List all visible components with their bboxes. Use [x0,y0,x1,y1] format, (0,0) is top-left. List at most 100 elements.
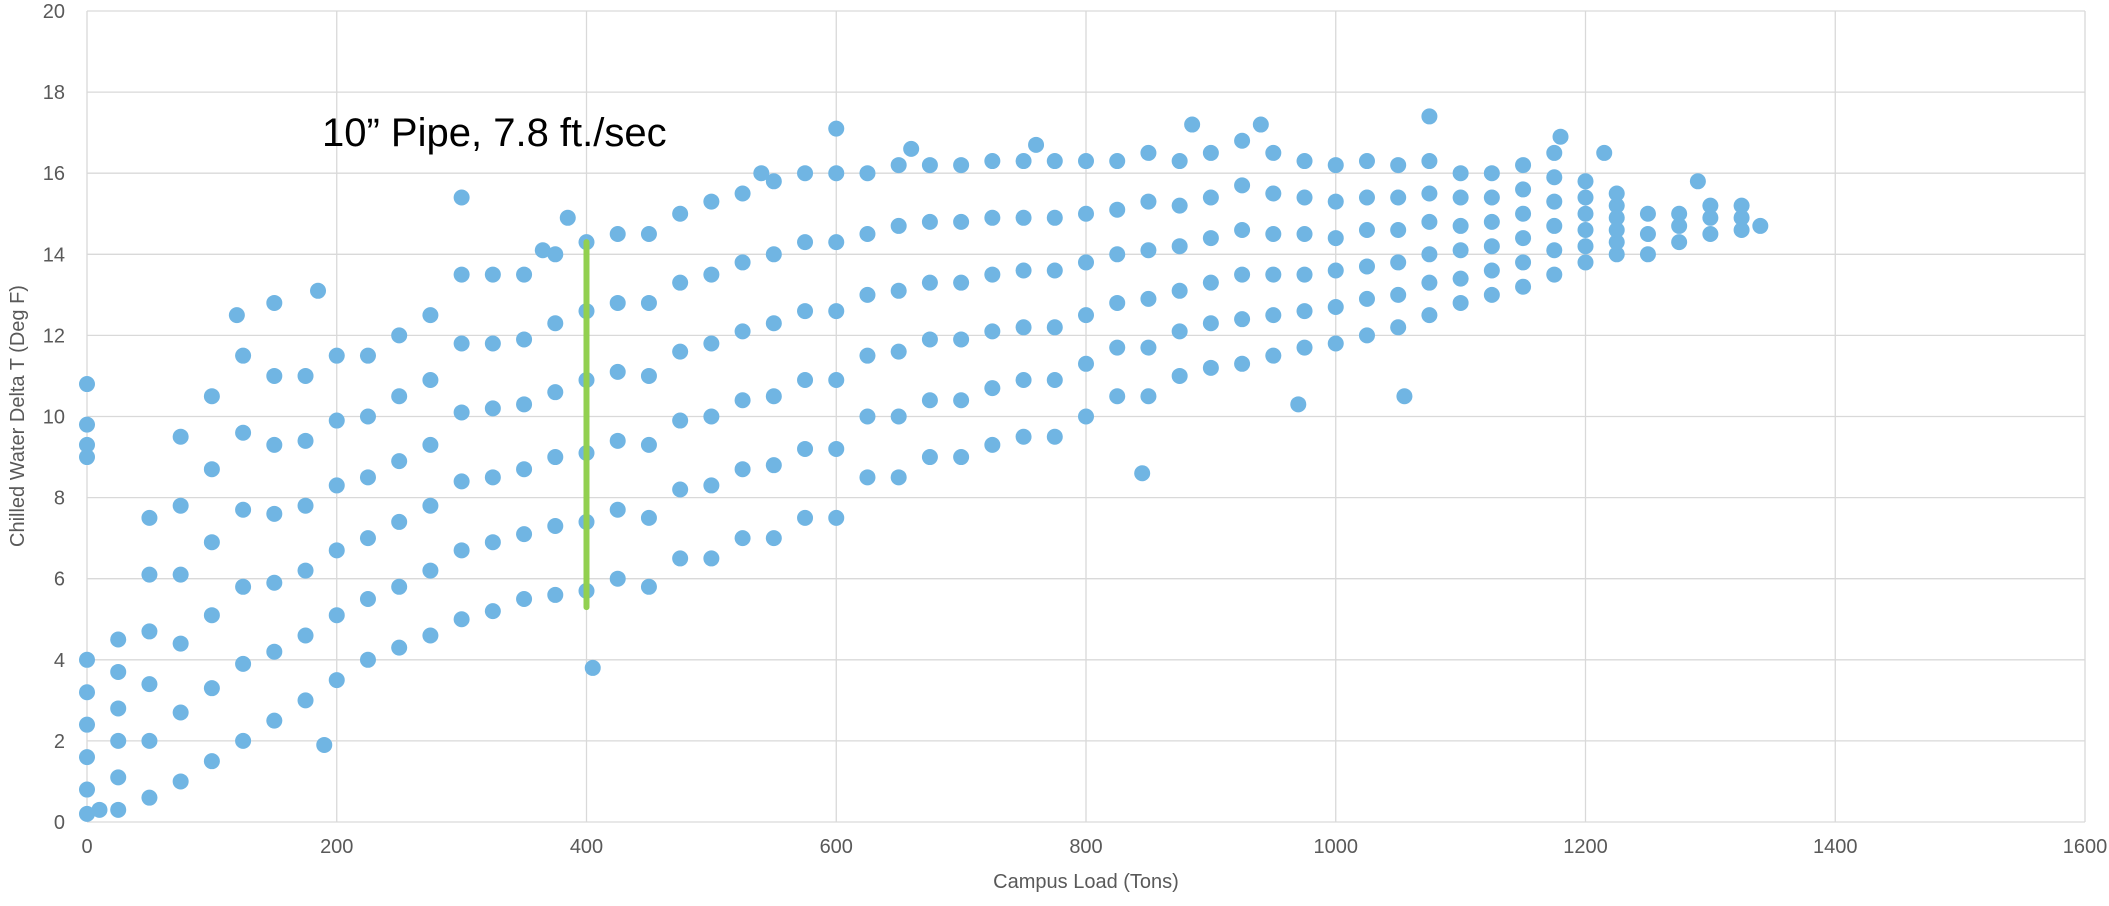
point [1265,144,1282,161]
point [1140,144,1157,161]
point [797,303,814,320]
point [79,684,95,701]
point [1483,189,1500,206]
point [984,209,1001,226]
point [1577,254,1594,271]
y-tick-label: 20 [43,1,65,23]
point [953,392,970,409]
x-tick-label: 0 [81,836,92,858]
point [1140,388,1157,405]
point [765,457,782,474]
point [1202,274,1219,291]
point [235,501,252,518]
point [516,526,533,543]
point [1421,108,1438,125]
point [422,372,439,389]
point [1171,197,1188,214]
point [1671,217,1688,234]
point [1327,157,1344,174]
point [79,781,95,798]
point [266,643,283,660]
point [765,246,782,263]
point [672,481,689,498]
point [1184,116,1201,133]
point [734,323,751,340]
point [297,627,314,644]
point [391,327,408,344]
point [1296,303,1313,320]
point [1639,246,1656,263]
point [1390,157,1407,174]
point [79,449,95,466]
point [703,335,720,352]
point [1515,254,1532,271]
point [310,282,327,299]
y-axis-label: Chilled Water Delta T (Deg F) [7,285,29,547]
point [1202,230,1219,247]
point [359,590,376,607]
point [1421,246,1438,263]
point [1546,217,1563,234]
point [859,347,876,364]
point [110,663,127,680]
point [797,440,814,457]
point [1452,270,1469,287]
point [1483,213,1500,230]
point [391,453,408,470]
x-tick-label: 1200 [1563,836,1608,858]
point [516,396,533,413]
point [141,676,158,693]
point [753,165,770,182]
point [890,157,907,174]
point [1483,286,1500,303]
point [547,384,564,401]
point [703,550,720,567]
point [110,700,127,717]
point [1546,144,1563,161]
point [765,388,782,405]
point [1577,238,1594,255]
point [1327,335,1344,352]
point [1296,266,1313,283]
point [391,639,408,656]
point [328,347,345,364]
point [1608,234,1625,251]
point [1515,205,1532,222]
point [1515,181,1532,198]
point [1546,242,1563,259]
point [516,266,533,283]
point [640,509,657,526]
point [453,266,470,283]
point [672,550,689,567]
point [1234,266,1251,283]
point [110,769,127,786]
point [640,436,657,453]
point [1327,230,1344,247]
point [828,372,845,389]
point [1358,189,1375,206]
point [1015,153,1032,170]
point [984,380,1001,397]
point [235,424,252,441]
point [328,672,345,689]
point [828,509,845,526]
point [203,388,220,405]
point [453,335,470,352]
x-axis-label: Campus Load (Tons) [993,871,1179,893]
point [1109,388,1126,405]
x-tick-label: 600 [820,836,853,858]
point [1608,221,1625,238]
point [703,193,720,210]
point [1327,299,1344,316]
point [547,586,564,603]
point [953,331,970,348]
point [1296,153,1313,170]
point [1265,347,1282,364]
point [1078,254,1094,271]
point [1608,246,1625,263]
point [734,254,751,271]
point [1546,266,1563,283]
point [266,367,283,384]
point [422,497,439,514]
point [1327,193,1344,210]
